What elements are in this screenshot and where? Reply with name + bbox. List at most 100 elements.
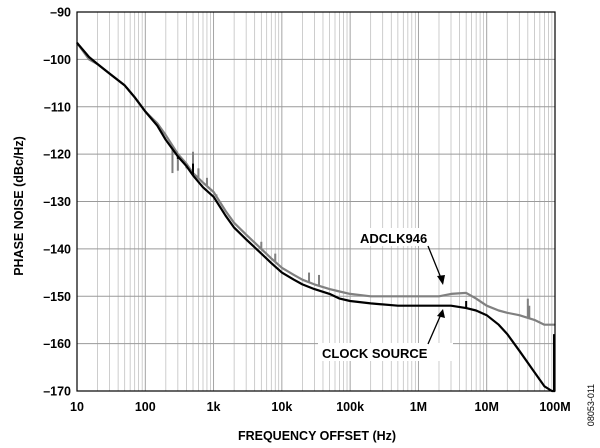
x-tick-label: 10k — [271, 400, 292, 414]
series-point — [293, 274, 295, 276]
series-point — [465, 307, 467, 309]
series-point — [475, 298, 477, 300]
series-point — [486, 314, 488, 316]
series-point — [144, 110, 146, 113]
y-tick-label: –120 — [43, 148, 71, 162]
annotation-clock-source-arrowhead — [437, 309, 445, 318]
series-point — [397, 295, 399, 297]
series-point — [165, 139, 167, 141]
series-point — [260, 248, 262, 250]
series-point — [486, 305, 488, 307]
series-point — [518, 314, 520, 316]
series-point — [338, 298, 341, 300]
series-point — [417, 295, 420, 297]
series-point — [245, 234, 247, 236]
series-point — [293, 279, 295, 281]
series-point — [465, 292, 467, 294]
series-point — [202, 181, 204, 184]
y-tick-labels: –90 –100 –110 –120 –130 –140 –150 –160 –170 — [43, 6, 71, 399]
series-point — [498, 309, 500, 312]
series-point — [543, 385, 546, 387]
annotation-adclk946-arrowhead — [437, 275, 445, 285]
series-point — [543, 324, 546, 326]
x-axis-title: FREQUENCY OFFSET (Hz) — [238, 429, 396, 443]
series-point — [212, 191, 215, 193]
x-tick-label: 10M — [475, 400, 499, 414]
y-tick-label: –150 — [43, 290, 71, 304]
series-point — [533, 319, 536, 321]
plot-frame — [76, 11, 556, 392]
annotation-adclk946: ADCLK946 — [360, 231, 427, 246]
series-point — [108, 72, 111, 75]
y-tick-label: –140 — [43, 242, 71, 256]
y-axis-title: PHASE NOISE (dBc/Hz) — [12, 136, 26, 276]
y-tick-label: –160 — [43, 337, 71, 351]
series-point — [233, 222, 235, 224]
series-point — [88, 56, 90, 58]
series-point — [533, 371, 536, 373]
annotations: ADCLK946 CLOCK SOURCE — [318, 228, 453, 361]
series-point — [177, 155, 179, 158]
series-point — [338, 290, 341, 293]
series-point — [281, 271, 283, 274]
series-point — [245, 238, 247, 240]
series-point — [450, 293, 452, 295]
series-point — [438, 305, 440, 307]
series-point — [233, 226, 235, 229]
series-point — [165, 134, 167, 136]
series-point — [506, 333, 508, 335]
series-point — [185, 165, 187, 167]
series-point — [417, 305, 420, 307]
y-tick-label: –100 — [43, 53, 71, 67]
annotation-clock-source: CLOCK SOURCE — [322, 346, 428, 361]
x-tick-label: 1M — [410, 400, 427, 414]
series-layer — [76, 42, 556, 393]
series-point — [370, 295, 372, 297]
series-point — [498, 324, 500, 326]
series-point — [156, 125, 158, 127]
series-point — [397, 305, 399, 307]
x-tick-label: 10 — [70, 400, 84, 414]
series-point — [301, 283, 304, 286]
series-point — [281, 267, 283, 269]
series-point — [185, 163, 187, 165]
series-point — [328, 288, 331, 290]
series-point — [270, 262, 272, 264]
series-point — [313, 283, 316, 286]
series-point — [328, 293, 331, 295]
annotation-clock-source-bg — [318, 343, 453, 361]
x-tick-label: 100 — [135, 400, 156, 414]
annotation-adclk946-bg — [356, 228, 436, 246]
y-tick-label: –90 — [50, 6, 71, 20]
x-tick-label: 100k — [336, 400, 364, 414]
series-point — [475, 309, 477, 312]
series-point — [260, 253, 262, 255]
series-point — [96, 63, 99, 65]
series-point — [224, 215, 227, 217]
y-tick-label: –170 — [43, 385, 71, 399]
y-tick-label: –110 — [44, 100, 71, 114]
series-point — [506, 312, 508, 314]
series-point — [88, 58, 90, 60]
series-point — [192, 174, 194, 177]
series-point — [134, 96, 136, 98]
series-point — [270, 257, 272, 259]
annotation-clock-source-arrow — [427, 311, 443, 345]
series-point — [224, 210, 227, 212]
x-tick-label: 1k — [207, 400, 221, 414]
grid-lines — [76, 11, 555, 392]
series-point — [518, 350, 520, 352]
series-point — [202, 186, 204, 188]
figure-id: 08053-011 — [586, 384, 596, 426]
series-point — [349, 293, 351, 295]
y-tick-label: –130 — [43, 195, 71, 209]
series-point — [450, 305, 452, 307]
series-point — [313, 288, 316, 290]
series-point — [349, 300, 351, 302]
x-tick-labels: 10 100 1k 10k 100k 1M 10M 100M — [70, 400, 571, 414]
series-point — [156, 122, 158, 124]
series-point — [301, 279, 304, 281]
series-point — [124, 84, 126, 87]
series-point — [438, 295, 440, 297]
